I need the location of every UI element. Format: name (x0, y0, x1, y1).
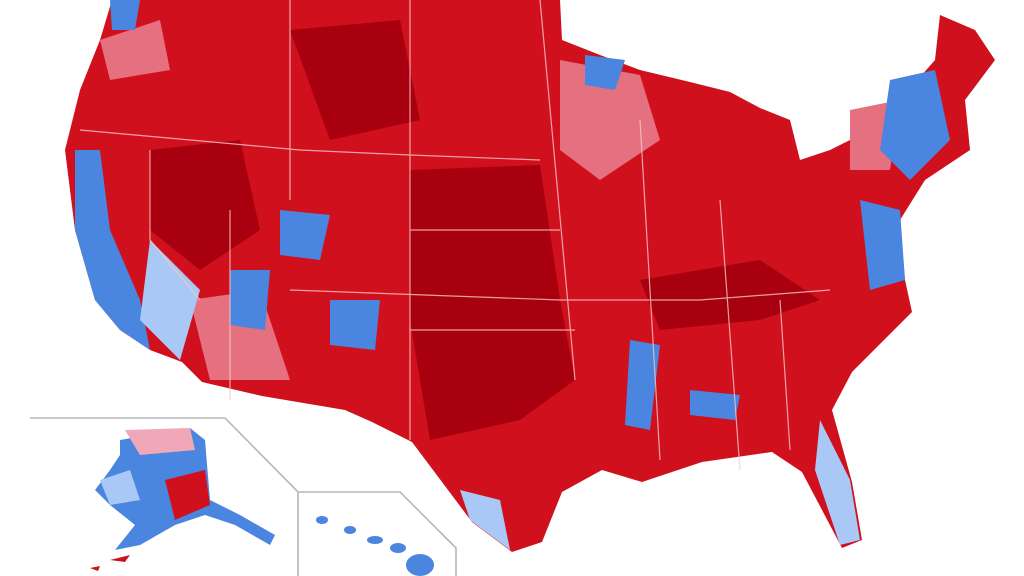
border (289, 0, 576, 440)
island (344, 526, 356, 534)
region (280, 210, 330, 260)
alaska-frame (30, 417, 299, 576)
region (230, 270, 270, 330)
region (690, 390, 740, 420)
region (585, 55, 625, 90)
region (410, 165, 575, 440)
hawaii (316, 516, 434, 576)
border (410, 229, 575, 331)
border (79, 129, 541, 161)
alaska-region (165, 470, 210, 520)
aleutians (90, 555, 130, 571)
region (110, 0, 140, 30)
region (140, 240, 200, 360)
region (330, 300, 380, 350)
hawaii-frame (298, 491, 457, 576)
border (289, 289, 831, 301)
island (406, 554, 434, 576)
strong-regions (150, 20, 820, 440)
state-borders (79, 0, 831, 471)
border (149, 150, 231, 400)
region (460, 490, 510, 550)
region (100, 20, 170, 80)
inset-frames (30, 417, 457, 576)
region (880, 70, 950, 180)
border (639, 119, 791, 471)
island (316, 516, 328, 524)
alaska-region (100, 470, 140, 505)
region (860, 200, 905, 290)
alaska (90, 428, 275, 571)
region (150, 140, 260, 270)
alaska-region (125, 428, 195, 455)
region (815, 420, 860, 545)
island (390, 543, 406, 553)
island (367, 536, 383, 544)
region (560, 60, 660, 180)
light-blue-regions (140, 240, 860, 550)
region (640, 260, 820, 330)
region (625, 340, 660, 430)
region (290, 20, 420, 140)
region (75, 150, 150, 350)
blue-regions (75, 0, 950, 430)
